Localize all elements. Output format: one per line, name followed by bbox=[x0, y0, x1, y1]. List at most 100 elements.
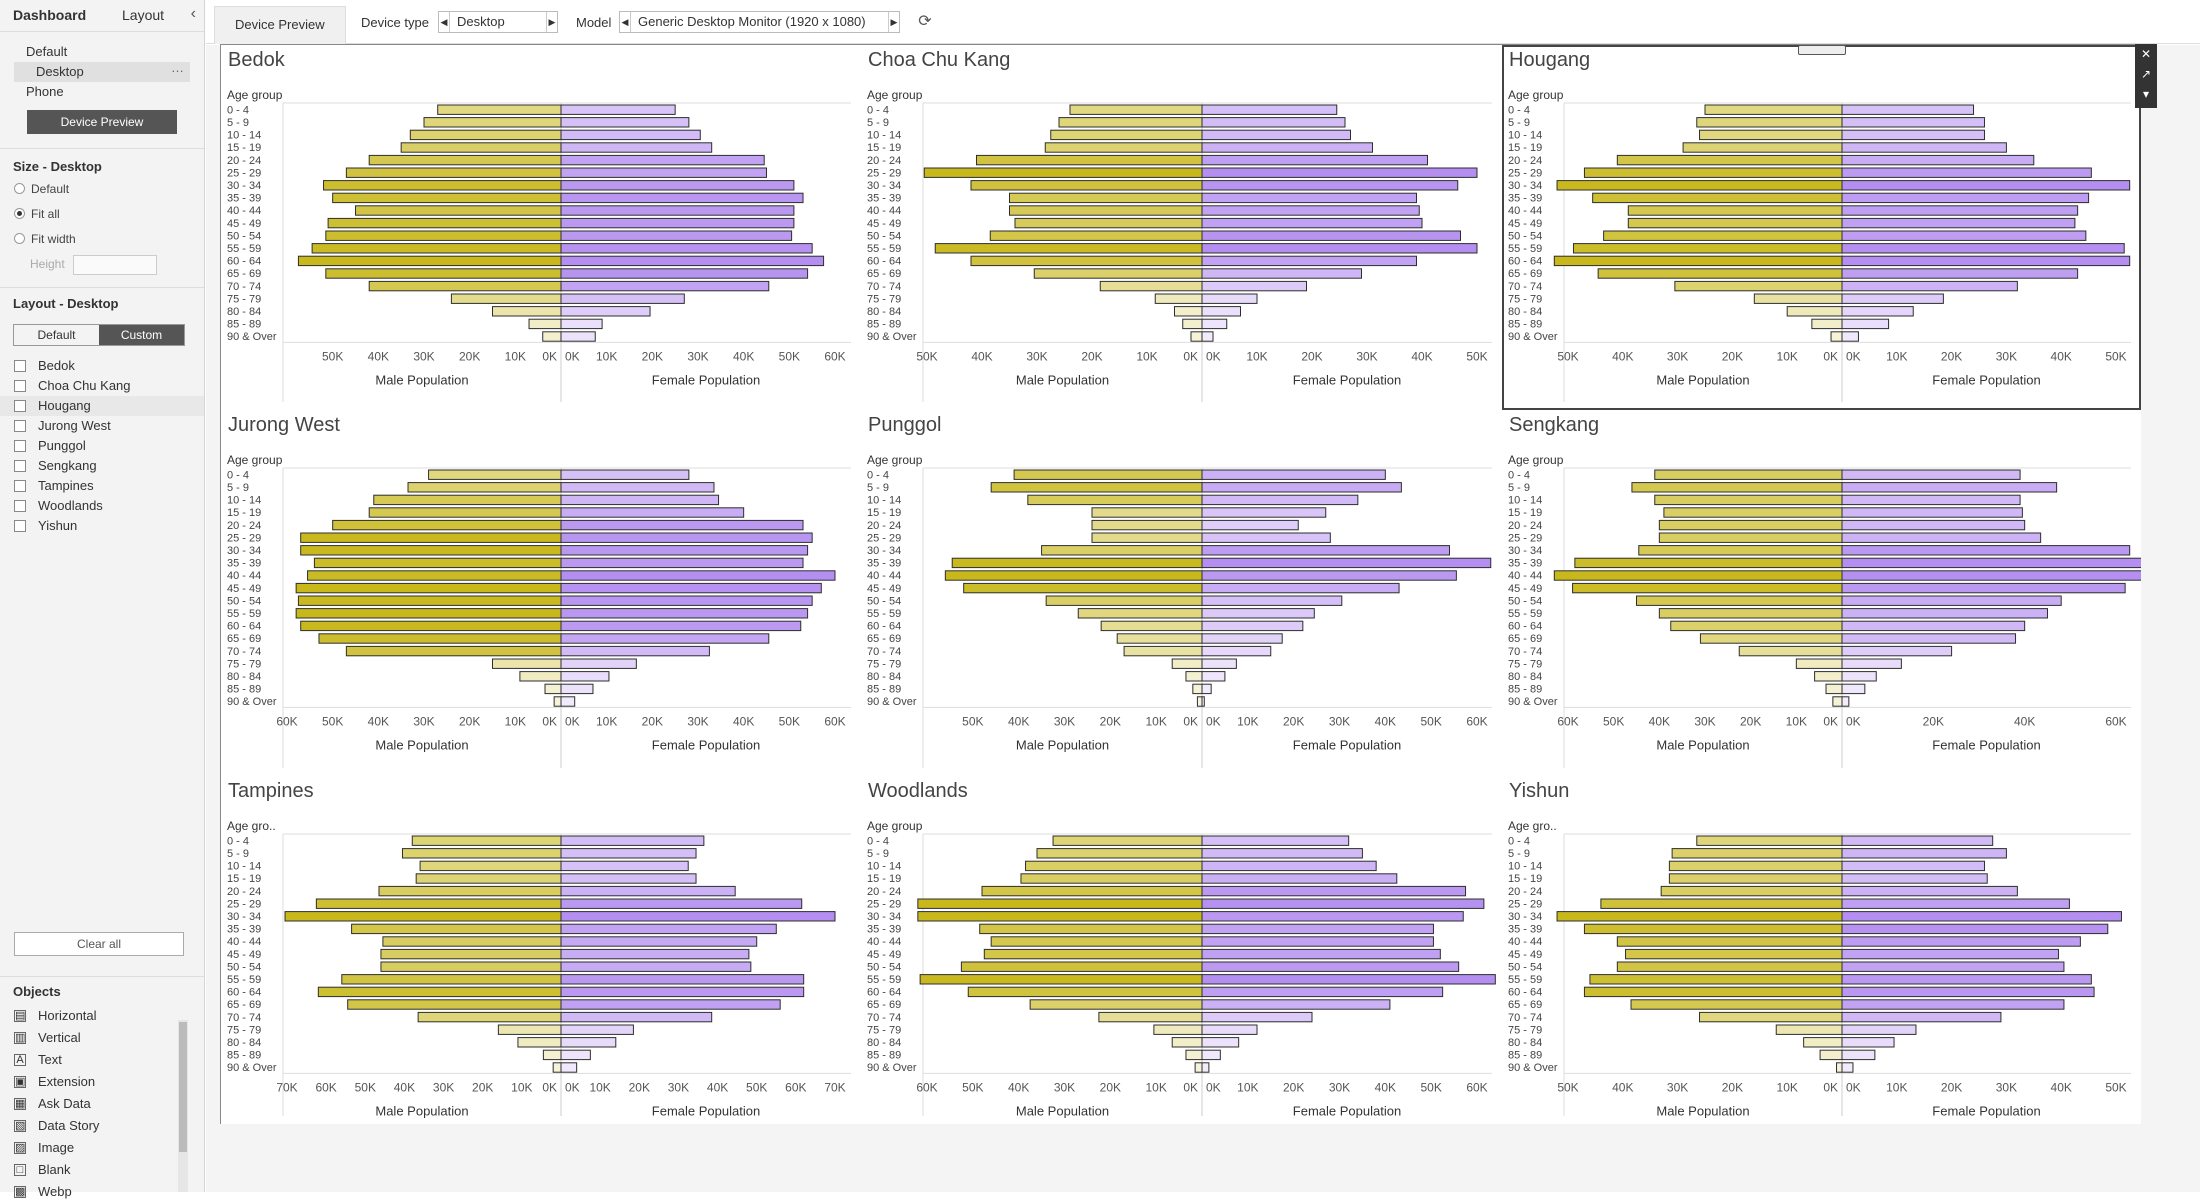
x-tick-label: 10K bbox=[505, 714, 526, 728]
device-phone[interactable]: Phone bbox=[26, 84, 64, 99]
height-input[interactable] bbox=[72, 254, 157, 275]
male-bar bbox=[1029, 999, 1203, 1010]
radio-icon[interactable] bbox=[14, 233, 25, 244]
x-tick-label: 60K bbox=[785, 1080, 806, 1094]
age-group-label: 80 - 84 bbox=[1508, 306, 1542, 318]
object-item[interactable]: □ Blank bbox=[0, 1159, 205, 1181]
object-item[interactable]: ▩ Webp bbox=[0, 1181, 205, 1203]
female-bar bbox=[1841, 860, 1985, 872]
x-tick-label: 50K bbox=[2105, 1080, 2126, 1094]
male-bar bbox=[1153, 1024, 1203, 1035]
sheet-item[interactable]: Bedok bbox=[0, 356, 204, 376]
x-tick-label: 50K bbox=[916, 349, 937, 363]
sheet-item[interactable]: Choa Chu Kang bbox=[0, 376, 204, 396]
clear-all-button[interactable]: Clear all bbox=[14, 932, 184, 956]
size-option-default[interactable]: Default bbox=[0, 177, 204, 202]
sheet-item[interactable]: Woodlands bbox=[0, 496, 204, 516]
tab-layout[interactable]: Layout bbox=[122, 7, 165, 23]
male-bar bbox=[380, 948, 562, 960]
device-preview-tab[interactable]: Device Preview bbox=[214, 6, 346, 44]
sheet-item[interactable]: Punggol bbox=[0, 436, 204, 456]
age-group-label: 75 - 79 bbox=[1508, 293, 1542, 305]
tab-dashboard[interactable]: Dashboard bbox=[13, 7, 87, 23]
object-item[interactable]: ▦ Ask Data bbox=[0, 1093, 205, 1115]
age-group-label: 30 - 34 bbox=[867, 180, 901, 192]
prev-arrow-icon[interactable]: ◀ bbox=[620, 12, 631, 32]
female-bar bbox=[560, 860, 689, 872]
size-option-fit-all[interactable]: Fit all bbox=[0, 202, 204, 227]
x-axis-title-female: Female Population bbox=[1932, 1103, 2040, 1118]
object-item[interactable]: ▧ Data Story bbox=[0, 1115, 205, 1137]
close-icon[interactable]: ✕ bbox=[2140, 47, 2152, 61]
object-item[interactable]: ▨ Image bbox=[0, 1137, 205, 1159]
object-item[interactable]: A Text bbox=[0, 1049, 205, 1071]
more-options-icon[interactable]: … bbox=[171, 60, 184, 75]
prev-arrow-icon[interactable]: ◀ bbox=[439, 12, 450, 32]
scrollbar-thumb[interactable] bbox=[179, 1022, 187, 1152]
x-tick-label: 60K bbox=[1557, 714, 1578, 728]
device-desktop[interactable]: Desktop… bbox=[14, 60, 190, 82]
sheet-icon bbox=[14, 520, 26, 532]
sheet-item[interactable]: Sengkang bbox=[0, 456, 204, 476]
x-axis-title-male: Male Population bbox=[1016, 737, 1109, 752]
male-bar bbox=[368, 507, 562, 518]
age-group-label: 35 - 39 bbox=[227, 924, 261, 936]
x-tick-label: 60K bbox=[916, 1080, 937, 1094]
male-bar bbox=[976, 154, 1203, 166]
object-item[interactable]: ▤ Horizontal bbox=[0, 1005, 205, 1027]
male-bar bbox=[542, 331, 562, 342]
x-tick-label: 60K bbox=[276, 714, 297, 728]
model-select[interactable]: ◀ Generic Desktop Monitor (1920 x 1080) … bbox=[619, 11, 900, 33]
object-item[interactable]: ▣ Extension bbox=[0, 1071, 205, 1093]
more-options-icon[interactable]: ▾ bbox=[2142, 87, 2150, 101]
layout-mode-custom[interactable]: Custom bbox=[99, 325, 184, 345]
collapse-panel-icon[interactable]: ‹ bbox=[190, 5, 196, 22]
layout-mode-default[interactable]: Default bbox=[37, 328, 76, 342]
sheet-item[interactable]: Tampines bbox=[0, 476, 204, 496]
female-bar bbox=[560, 683, 594, 695]
rotate-icon[interactable]: ⟳ bbox=[918, 13, 932, 30]
drag-handle[interactable] bbox=[1797, 45, 1846, 55]
female-bar bbox=[560, 469, 690, 480]
age-group-label: 0 - 4 bbox=[1508, 104, 1530, 116]
radio-icon[interactable] bbox=[14, 183, 25, 194]
x-tick-label: 60K bbox=[1466, 714, 1487, 728]
x-tick-label: 30K bbox=[433, 1080, 454, 1094]
age-group-label: 85 - 89 bbox=[227, 684, 261, 696]
male-bar bbox=[1699, 129, 1843, 141]
age-group-label: 75 - 79 bbox=[227, 293, 261, 305]
device-default[interactable]: Default bbox=[26, 44, 68, 59]
sheet-item[interactable]: Jurong West bbox=[0, 416, 204, 436]
female-bar bbox=[1201, 129, 1351, 141]
objects-scrollbar[interactable] bbox=[178, 1020, 188, 1192]
sheet-item[interactable]: Hougang bbox=[0, 396, 204, 416]
male-bar bbox=[1704, 104, 1843, 115]
size-option-fit-width[interactable]: Fit width bbox=[0, 227, 204, 252]
male-bar bbox=[1091, 519, 1203, 531]
x-tick-label: 20K bbox=[1740, 714, 1761, 728]
next-arrow-icon[interactable]: ▶ bbox=[888, 12, 899, 32]
device-type-select[interactable]: ◀ Desktop ▶ bbox=[438, 11, 558, 33]
x-tick-label: 70K bbox=[276, 1080, 297, 1094]
next-arrow-icon[interactable]: ▶ bbox=[546, 12, 557, 32]
object-item[interactable]: ▥ Vertical bbox=[0, 1027, 205, 1049]
object-icon: □ bbox=[14, 1164, 26, 1176]
female-bar bbox=[1841, 835, 1994, 846]
pop-out-icon[interactable]: ↗ bbox=[2140, 67, 2152, 81]
age-group-label: 50 - 54 bbox=[227, 961, 261, 973]
radio-checked-icon[interactable] bbox=[14, 208, 25, 219]
female-bar bbox=[560, 557, 804, 569]
age-group-label: 90 & Over bbox=[227, 1062, 277, 1074]
device-preview-button[interactable]: Device Preview bbox=[27, 110, 177, 134]
x-tick-label: 40K bbox=[2014, 714, 2035, 728]
sheet-item[interactable]: Yishun bbox=[0, 516, 204, 536]
